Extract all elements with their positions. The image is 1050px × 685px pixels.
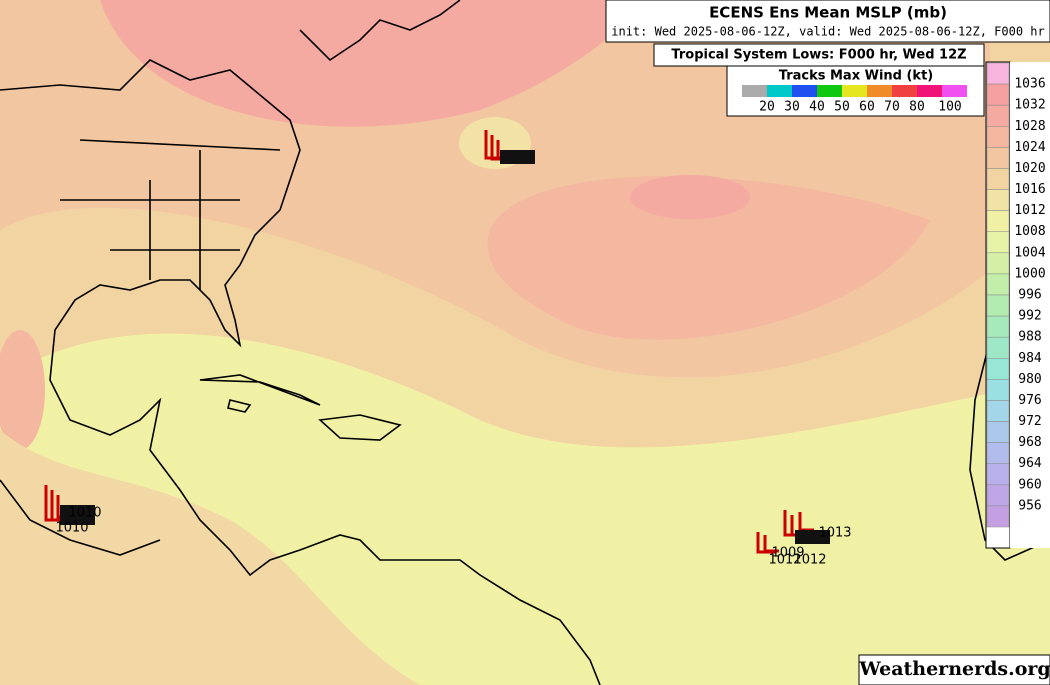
colorbar-swatch xyxy=(986,231,1010,254)
track-cluster xyxy=(500,150,535,164)
coastline xyxy=(969,339,1050,561)
wind-swatch xyxy=(942,85,967,97)
wind-swatch xyxy=(817,85,842,97)
colorbar-swatch xyxy=(986,83,1010,106)
colorbar-label: 1016 xyxy=(1014,182,1045,197)
header-box: ECENS Ens Mean MSLP (mb) init: Wed 2025-… xyxy=(605,0,1050,117)
pressure-zone xyxy=(487,176,930,340)
wind-label: 30 xyxy=(784,100,800,115)
colorbar-swatch xyxy=(986,358,1010,380)
subtitle: init: Wed 2025-08-06-12Z, valid: Wed 202… xyxy=(611,25,1044,39)
coastline xyxy=(0,59,601,685)
colorbar-swatch xyxy=(986,252,1010,275)
wind-swatch xyxy=(792,85,817,97)
colorbar-swatch xyxy=(986,315,1010,338)
pressure-zone xyxy=(0,430,420,685)
colorbar-label: 1012 xyxy=(1014,203,1045,218)
wind-label: 70 xyxy=(884,100,900,115)
wind-swatch xyxy=(767,85,792,97)
colorbar-label: 984 xyxy=(1018,351,1042,366)
colorbar-swatch xyxy=(986,442,1010,464)
colorbar-label: 1008 xyxy=(1014,224,1045,239)
track-cluster xyxy=(795,530,830,544)
colorbar-swatch xyxy=(986,147,1010,169)
colorbar-label: 1000 xyxy=(1014,266,1045,281)
colorbar-label: 960 xyxy=(1018,477,1041,492)
wind-swatch xyxy=(842,85,867,97)
wind-label: 100 xyxy=(938,100,961,115)
island xyxy=(199,374,321,406)
colorbar-label: 980 xyxy=(1018,372,1041,387)
track-label: 1013 xyxy=(818,526,851,541)
header-background xyxy=(605,0,1050,43)
track-label: 1012 xyxy=(768,553,801,568)
track-marker xyxy=(756,532,779,554)
track-label: 1010 xyxy=(68,506,101,521)
colorbar-swatch xyxy=(986,421,1010,443)
wind-label: 80 xyxy=(909,100,925,115)
wind-label: 20 xyxy=(759,100,775,115)
colorbar-swatch xyxy=(986,336,1010,359)
pressure-zone xyxy=(100,0,650,127)
coastline xyxy=(0,479,161,556)
wind-legend-title: Tracks Max Wind (kt) xyxy=(779,69,933,84)
colorbar-swatch xyxy=(986,505,1010,528)
colorbar-label: 1028 xyxy=(1014,119,1045,134)
colorbar-label: 1020 xyxy=(1014,161,1045,176)
colorbar-label: 968 xyxy=(1018,435,1041,450)
watermark: Weathernerds.org xyxy=(858,658,1050,680)
island xyxy=(227,399,252,413)
track-markers xyxy=(44,130,830,554)
borders xyxy=(60,139,281,290)
pressure-zone xyxy=(630,175,750,219)
colorbar-swatch xyxy=(986,463,1010,486)
title: ECENS Ens Mean MSLP (mb) xyxy=(709,4,947,22)
colorbar-label: 1024 xyxy=(1014,140,1045,155)
colorbar-label: 972 xyxy=(1018,414,1041,429)
colorbar-swatch xyxy=(986,168,1010,190)
tropical-title: Tropical System Lows: F000 hr, Wed 12Z xyxy=(671,48,966,63)
colorbar-label: 976 xyxy=(1018,393,1041,408)
coastline xyxy=(299,0,461,62)
colorbar-swatch xyxy=(986,484,1010,507)
track-label: 1012 xyxy=(793,553,826,568)
colorbar-swatch xyxy=(986,273,1010,296)
colorbar-label: 988 xyxy=(1018,330,1041,345)
colorbar-swatch xyxy=(986,379,1010,401)
colorbar-swatch xyxy=(986,62,1010,85)
wind-swatch xyxy=(917,85,942,97)
wind-swatch xyxy=(742,85,767,97)
colorbar-swatch xyxy=(986,104,1010,127)
colorbar-swatch xyxy=(986,210,1010,232)
colorbar-label: 1032 xyxy=(1014,98,1045,113)
colorbar-swatch xyxy=(986,400,1010,422)
wind-swatch xyxy=(867,85,892,97)
colorbar-swatch xyxy=(986,294,1010,317)
colorbar-label: 1004 xyxy=(1014,245,1045,260)
colorbar-label-area xyxy=(1010,62,1050,548)
colorbar-label: 992 xyxy=(1018,309,1041,324)
track-label: 1009 xyxy=(771,546,804,561)
watermark-box xyxy=(858,654,1050,685)
colorbar-swatch xyxy=(986,126,1010,148)
island xyxy=(318,414,402,441)
colorbar-label: 964 xyxy=(1018,456,1042,471)
colorbar-label: 996 xyxy=(1018,288,1041,303)
colorbar-label: 1036 xyxy=(1014,77,1045,92)
colorbar-swatch xyxy=(986,189,1010,211)
wind-swatch xyxy=(892,85,917,97)
colorbar-label: 956 xyxy=(1018,498,1041,513)
pressure-zone xyxy=(0,330,45,450)
wind-label: 60 xyxy=(859,100,875,115)
track-cluster xyxy=(60,505,95,525)
wind-label: 50 xyxy=(834,100,850,115)
wind-label: 40 xyxy=(809,100,825,115)
track-label: 1010 xyxy=(55,521,88,536)
